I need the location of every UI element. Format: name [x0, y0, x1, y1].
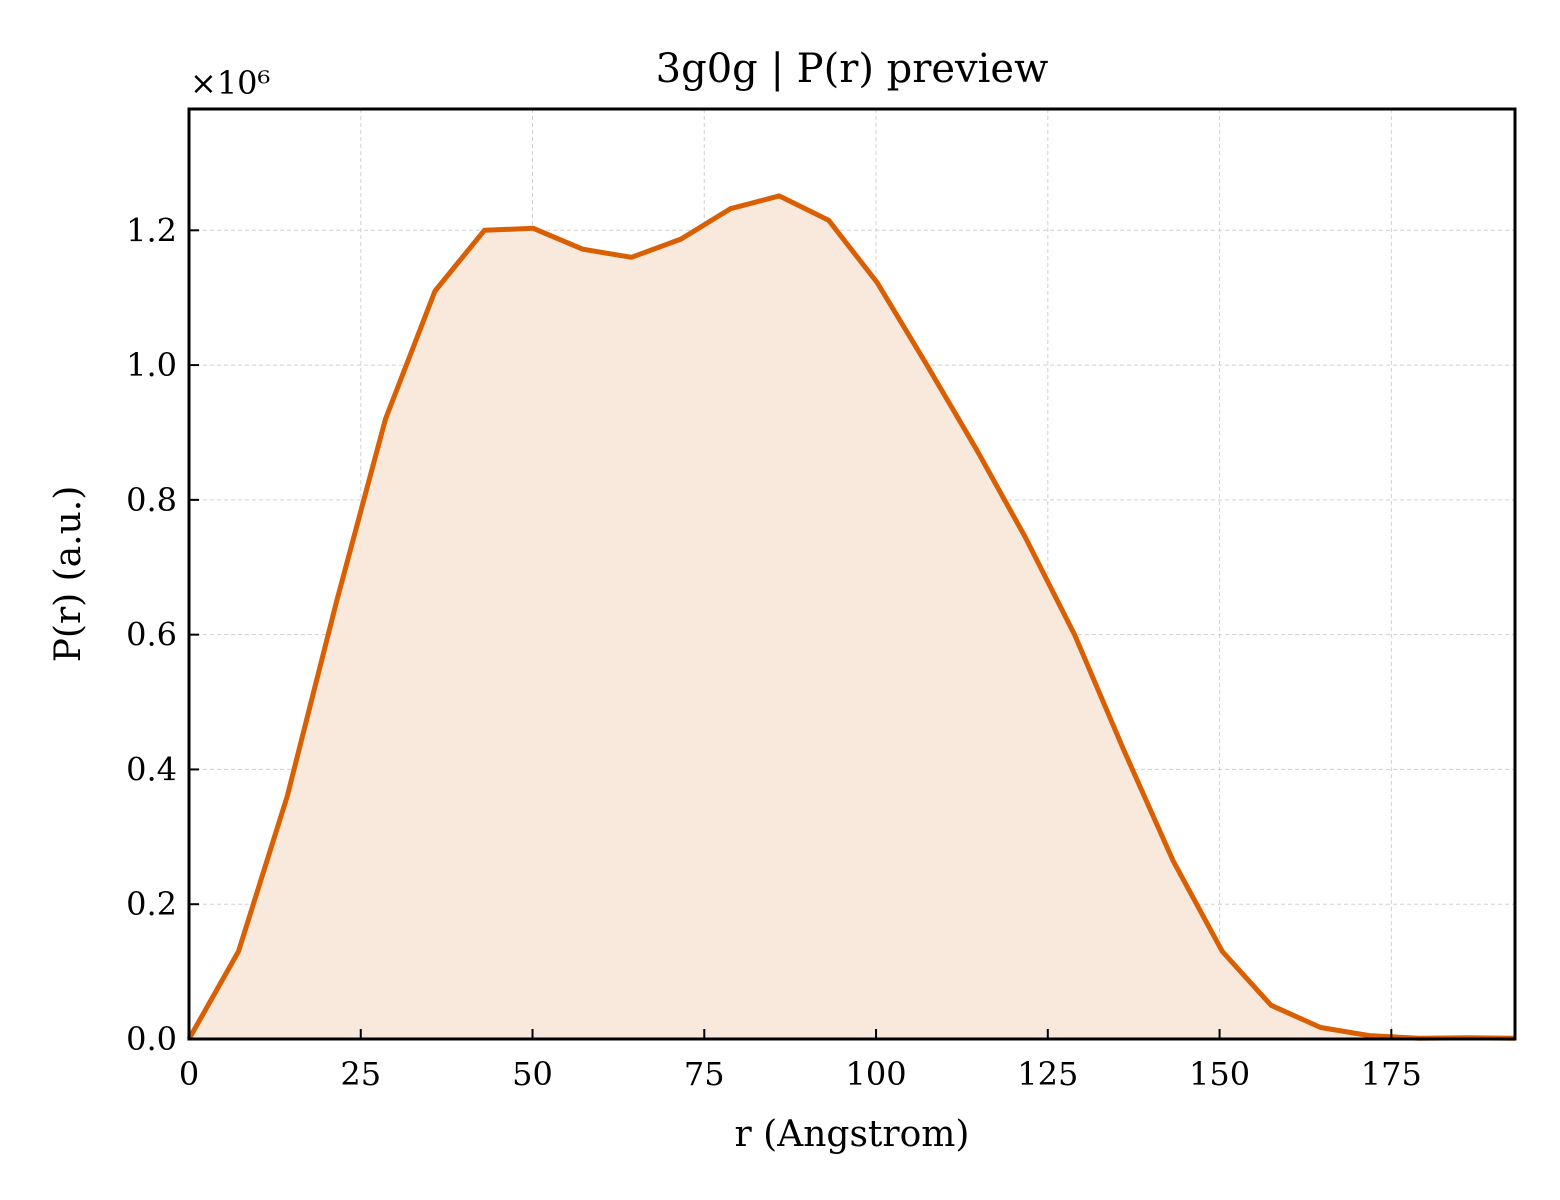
- x-tick-label: 100: [846, 1055, 907, 1093]
- x-tick-label: 50: [512, 1055, 553, 1093]
- y-axis-label: P(r) (a.u.): [48, 486, 89, 663]
- y-tick-label: 1.0: [126, 346, 177, 384]
- y-tick-label: 0.8: [126, 481, 177, 519]
- x-tick-label: 75: [684, 1055, 725, 1093]
- x-tick-label: 25: [340, 1055, 381, 1093]
- y-tick-label: 0.2: [126, 885, 177, 923]
- y-tick-label: 0.4: [126, 750, 177, 788]
- y-tick-label: 0.6: [126, 616, 177, 654]
- series-line: [186, 193, 1516, 1041]
- x-tick-label: 175: [1361, 1055, 1422, 1093]
- area-layer: [189, 195, 1515, 1039]
- series-area: [189, 195, 1515, 1039]
- chart-title: 3g0g | P(r) preview: [656, 46, 1049, 92]
- x-tick-label: 150: [1189, 1055, 1250, 1093]
- y-tick-label: 1.2: [126, 211, 177, 249]
- plot-frame: [187, 107, 1517, 1041]
- y-multiplier-label: ×10⁶: [190, 64, 270, 102]
- x-tick-label: 0: [179, 1055, 199, 1093]
- x-tick-label: 125: [1017, 1055, 1078, 1093]
- y-tick-label: 0.0: [126, 1020, 177, 1058]
- tick-layer: 0 25 50 75 100 125 150 175 0.0 0.2 0.4 0.6 0.8 1.0 1.2: [126, 211, 1422, 1093]
- line-layer: [186, 193, 1516, 1041]
- x-axis-label: r (Angstrom): [735, 1114, 970, 1155]
